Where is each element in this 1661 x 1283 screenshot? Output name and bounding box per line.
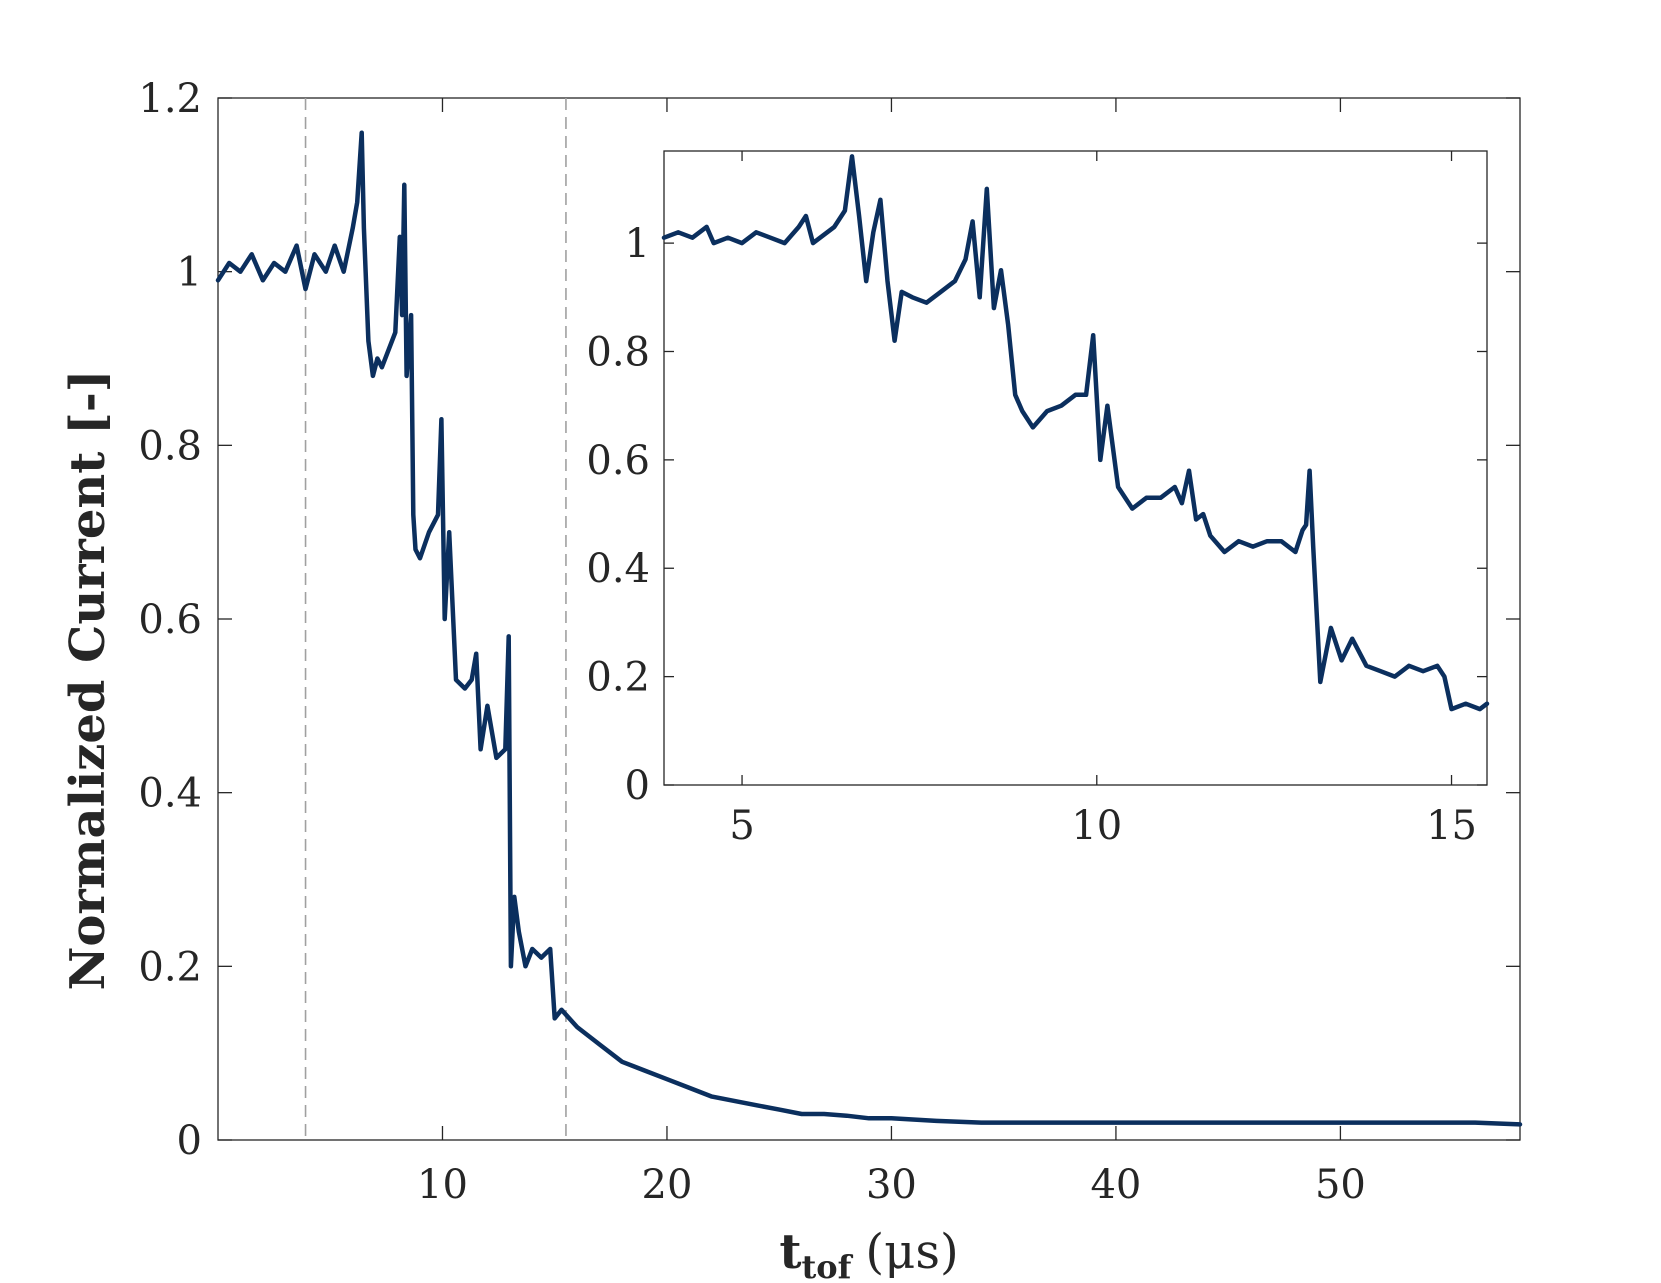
main-x-tick-label: 40 [1090,1162,1141,1208]
inset-y-tick-label: 0.6 [586,438,650,484]
main-y-tick-label: 1.2 [138,76,202,122]
inset-y-tick-label: 0.4 [586,546,650,592]
inset-axis-ticks: 5 10 15 0 0.2 0.4 0.6 0.8 1 [586,151,1487,849]
x-axis-title-unit: (μs) [865,1224,958,1280]
x-axis-title-main: t [779,1224,801,1280]
inset-x-tick-label: 15 [1426,803,1477,849]
main-y-tick-label: 0.8 [138,423,202,469]
main-series [215,130,1523,1127]
inset-series [661,154,1490,712]
inset-x-tick-label: 10 [1071,803,1122,849]
inset-y-tick-label: 0.2 [586,655,650,701]
main-y-tick-label: 0.6 [138,597,202,643]
main-guide-lines [304,98,567,1140]
main-series-line-current [215,130,1523,1127]
main-x-tick-label: 20 [642,1162,693,1208]
x-axis-title: ttof (μs) [779,1224,958,1283]
main-x-tick-label: 10 [417,1162,468,1208]
main-y-tick-label: 1 [177,250,202,296]
inset-y-tick-label: 0.8 [586,329,650,375]
inset-series-line-current-zoom [661,154,1490,712]
main-x-tick-label: 30 [866,1162,917,1208]
inset-y-tick-label: 1 [625,221,650,267]
main-y-tick-label: 0 [177,1118,202,1164]
main-x-tick-label: 50 [1315,1162,1366,1208]
main-y-tick-label: 0.2 [138,944,202,990]
inset-x-tick-label: 5 [729,803,754,849]
main-y-tick-label: 0.4 [138,771,202,817]
inset-y-tick-label: 0 [625,763,650,809]
inset-plot-frame [663,150,1488,786]
inset-plot: 5 10 15 0 0.2 0.4 0.6 0.8 1 [586,150,1490,849]
y-axis-title: Normalized Current [-] [60,370,116,991]
x-axis-title-subscript: tof [802,1248,854,1283]
